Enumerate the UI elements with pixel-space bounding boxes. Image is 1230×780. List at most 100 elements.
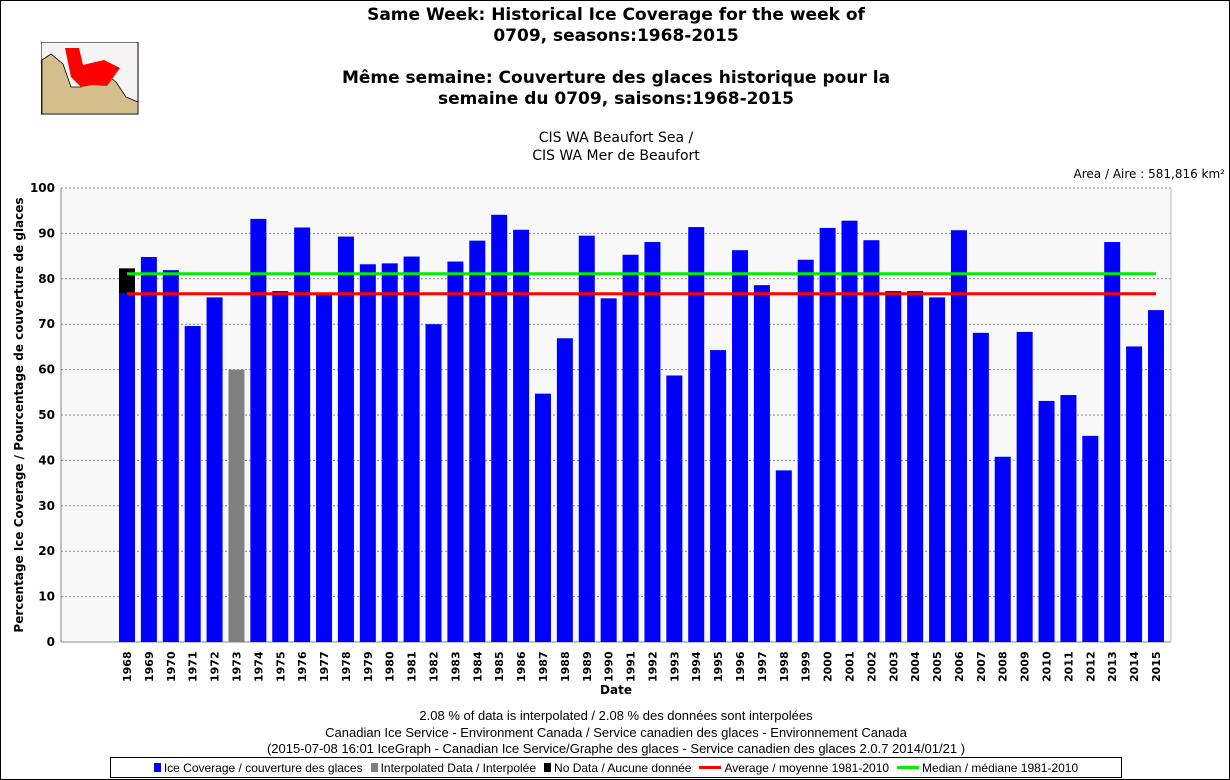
x-tick-label: 2011 [1062, 651, 1075, 682]
x-tick-label: 1987 [537, 651, 550, 682]
bar-1996 [732, 250, 749, 642]
x-tick-label: 1988 [559, 651, 572, 682]
x-tick-label: 1984 [471, 651, 484, 682]
legend: Ice Coverage / couverture des glaces Int… [110, 757, 1122, 778]
bar-1988 [556, 338, 573, 642]
x-tick-label: 1983 [449, 651, 462, 682]
title-fr-2: semaine du 0709, saisons:1968-2015 [437, 89, 794, 109]
y-axis-title: Percentage Ice Coverage / Pourcentage de… [12, 197, 26, 632]
bar-1981 [403, 256, 420, 642]
x-tick-label: 1970 [165, 651, 178, 682]
bar-1987 [534, 393, 551, 642]
bar-1976 [294, 227, 311, 643]
bar-1998 [775, 470, 792, 642]
legend-item-interpolated: Interpolated Data / Interpolée [370, 761, 536, 775]
bar-1985 [491, 214, 508, 642]
x-tick-label: 1973 [230, 651, 243, 682]
x-tick-label: 1998 [778, 651, 791, 682]
bar-1975 [272, 291, 289, 642]
bar-1983 [447, 261, 464, 642]
region-en: CIS WA Beaufort Sea / [538, 130, 694, 146]
legend-swatch [897, 766, 920, 769]
legend-label: Ice Coverage / couverture des glaces [163, 760, 363, 775]
plot: 0 10 20 30 40 50 60 70 80 90 100 1968 1969 1970 1971 19… [12, 181, 1172, 697]
x-tick-label: 2002 [865, 651, 878, 682]
legend-item-average: Average / moyenne 1981-2010 [699, 761, 889, 775]
legend-label: No Data / Aucune donnée [554, 760, 692, 775]
y-tick-label: 100 [30, 181, 55, 195]
title-fr-1: Même semaine: Couverture des glaces hist… [341, 68, 891, 88]
x-tick-label: 1995 [712, 651, 725, 682]
x-tick-label: 2015 [1150, 651, 1163, 682]
x-tick-label: 2012 [1084, 651, 1097, 682]
x-tick-label: 1977 [318, 651, 331, 682]
x-tick-label: 1968 [121, 651, 134, 682]
x-tick-label: 1989 [581, 651, 594, 682]
x-tick-label: 1991 [625, 651, 638, 682]
x-tick-label: 1972 [209, 651, 222, 682]
bar-1973 [228, 369, 245, 642]
legend-swatch [699, 766, 722, 769]
bar-1971 [184, 326, 201, 642]
x-tick-label: 1974 [252, 651, 265, 682]
y-tick-label: 50 [38, 408, 55, 422]
bar-2015 [1148, 310, 1164, 642]
y-tick-label: 80 [38, 272, 55, 286]
bar-2008 [994, 456, 1011, 642]
x-tick-label: 2000 [822, 651, 835, 682]
bar-1997 [753, 285, 770, 642]
x-tick-label: 2008 [997, 651, 1010, 682]
bar-1970 [162, 270, 179, 642]
x-tick-label: 1990 [603, 651, 616, 682]
x-tick-label: 2010 [1041, 651, 1054, 682]
y-tick-label: 90 [38, 226, 55, 240]
bar-1968 [119, 293, 135, 642]
bar-2004 [907, 291, 924, 642]
y-tick-label: 30 [38, 499, 55, 513]
x-tick-label: 1982 [428, 651, 441, 682]
footer-source: Canadian Ice Service - Environment Canad… [325, 725, 907, 740]
bar-1978 [337, 236, 354, 642]
x-tick-label: 1994 [690, 651, 703, 682]
footer-version: (2015-07-08 16:01 IceGraph - Canadian Ic… [266, 741, 966, 756]
y-tick-label: 40 [38, 453, 55, 467]
bar-2014 [1126, 346, 1143, 642]
title-en-1: Same Week: Historical Ice Coverage for t… [367, 5, 865, 25]
x-tick-label: 2013 [1106, 651, 1119, 682]
y-tick-label: 60 [38, 363, 55, 377]
nodata-segment-1968 [119, 268, 135, 294]
bar-1994 [688, 227, 705, 642]
bar-1993 [666, 375, 683, 642]
x-tick-label: 2009 [1019, 651, 1032, 682]
bar-2011 [1060, 395, 1077, 642]
footer-interpolated: 2.08 % of data is interpolated / 2.08 % … [419, 708, 813, 723]
bar-1995 [710, 350, 727, 642]
y-tick-label: 70 [38, 317, 55, 331]
bar-1982 [425, 324, 442, 642]
area-label: Area / Aire : 581,816 km² [1073, 167, 1225, 181]
bar-1989 [578, 235, 595, 643]
bar-2003 [885, 291, 902, 642]
bar-1979 [359, 264, 376, 642]
x-axis-title: Date [600, 683, 632, 697]
x-tick-label: 1992 [646, 651, 659, 682]
y-tick-label: 0 [47, 635, 55, 649]
x-tick-label: 2014 [1128, 651, 1141, 682]
bar-2009 [1016, 331, 1033, 642]
bar-2002 [863, 240, 880, 642]
bar-2010 [1038, 400, 1055, 642]
legend-label: Average / moyenne 1981-2010 [724, 760, 890, 775]
title-en-2: 0709, seasons:1968-2015 [493, 26, 739, 46]
x-tick-label: 1986 [515, 651, 528, 682]
x-tick-label: 1976 [296, 651, 309, 682]
legend-swatch [544, 763, 552, 772]
legend-item-median: Median / médiane 1981-2010 [897, 761, 1078, 775]
legend-label: Median / médiane 1981-2010 [922, 760, 1079, 775]
bar-1992 [644, 242, 661, 642]
x-tick-label: 1969 [143, 651, 156, 682]
x-tick-label: 1993 [668, 651, 681, 682]
x-tick-label: 1980 [384, 651, 397, 682]
x-tick-label: 1996 [734, 651, 747, 682]
bar-2005 [929, 297, 946, 642]
legend-swatch [153, 763, 161, 772]
